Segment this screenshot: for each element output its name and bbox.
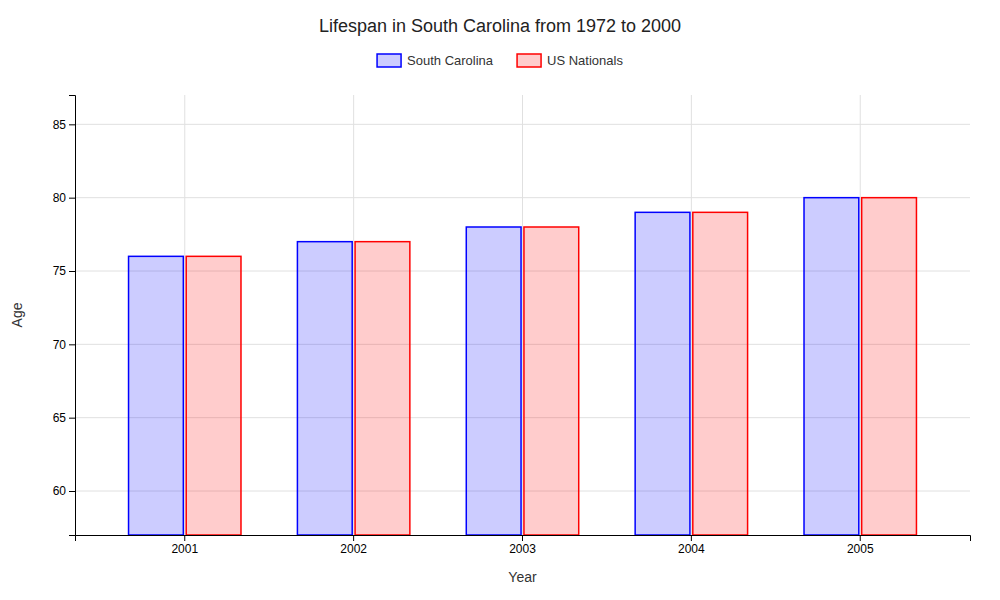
plot: 2001 2002 2003 2004 2005 60 65 70 75 80 85 — [53, 95, 971, 556]
tick: 2001 — [171, 535, 198, 556]
bar — [186, 256, 241, 535]
tick: 85 — [53, 118, 75, 132]
tick-mark — [69, 491, 75, 492]
tick-label: 85 — [53, 118, 67, 132]
tick-mark — [69, 124, 75, 125]
legend-item: US Nationals — [517, 53, 623, 68]
tick: 2002 — [340, 535, 367, 556]
bar — [693, 212, 748, 535]
tick-mark — [69, 418, 75, 419]
tick: 80 — [53, 191, 75, 205]
y-axis: 60 65 70 75 80 85 — [53, 96, 76, 536]
bar-series — [186, 198, 916, 535]
bar — [862, 198, 917, 535]
bar-series — [129, 198, 859, 535]
bar — [297, 242, 352, 535]
tick-mark — [522, 535, 523, 541]
tick: 75 — [53, 264, 75, 278]
grid-line — [691, 95, 692, 535]
legend-swatch — [377, 54, 401, 67]
tick-label: 70 — [53, 338, 67, 352]
bar — [524, 227, 579, 535]
tick: 2005 — [847, 535, 874, 556]
grid-line — [353, 95, 354, 535]
tick-label: 2002 — [340, 542, 367, 556]
tick-label: 2005 — [847, 542, 874, 556]
title: Lifespan in South Carolina from 1972 to … — [319, 16, 681, 36]
tick-label: 2003 — [509, 542, 536, 556]
bar — [804, 198, 859, 535]
tick: 2004 — [678, 535, 705, 556]
grid — [75, 95, 970, 535]
bar — [635, 212, 690, 535]
y-axis-title: Age — [9, 302, 25, 327]
legend-label: South Carolina — [407, 53, 494, 68]
tick-mark — [691, 535, 692, 541]
tick-mark — [69, 344, 75, 345]
grid-line — [522, 95, 523, 535]
x-axis-title: Year — [508, 569, 537, 585]
bar — [466, 227, 521, 535]
tick-label: 2004 — [678, 542, 705, 556]
legend-swatch — [517, 54, 541, 67]
legend-label: US Nationals — [547, 53, 623, 68]
bar — [355, 242, 410, 535]
tick-label: 75 — [53, 264, 67, 278]
tick-mark — [860, 535, 861, 541]
tick: 60 — [53, 484, 75, 498]
tick: 2003 — [509, 535, 536, 556]
grid-line — [860, 95, 861, 535]
grid-line — [184, 95, 185, 535]
tick: 65 — [53, 411, 75, 425]
bars — [129, 198, 917, 535]
tick-label: 80 — [53, 191, 67, 205]
chart: 2001 2002 2003 2004 2005 60 65 70 75 80 85 Year Age L… — [0, 0, 1000, 600]
tick-label: 65 — [53, 411, 67, 425]
tick-mark — [69, 271, 75, 272]
x-axis: 2001 2002 2003 2004 2005 — [76, 535, 971, 556]
legend-item: South Carolina — [377, 53, 494, 68]
legend: South Carolina US Nationals — [377, 53, 623, 68]
tick-mark — [69, 198, 75, 199]
bar — [129, 256, 184, 535]
axis-line — [76, 536, 971, 542]
tick-mark — [184, 535, 185, 541]
tick-label: 2001 — [171, 542, 198, 556]
axis-line — [69, 96, 76, 536]
tick: 70 — [53, 338, 75, 352]
tick-label: 60 — [53, 484, 67, 498]
tick-mark — [353, 535, 354, 541]
